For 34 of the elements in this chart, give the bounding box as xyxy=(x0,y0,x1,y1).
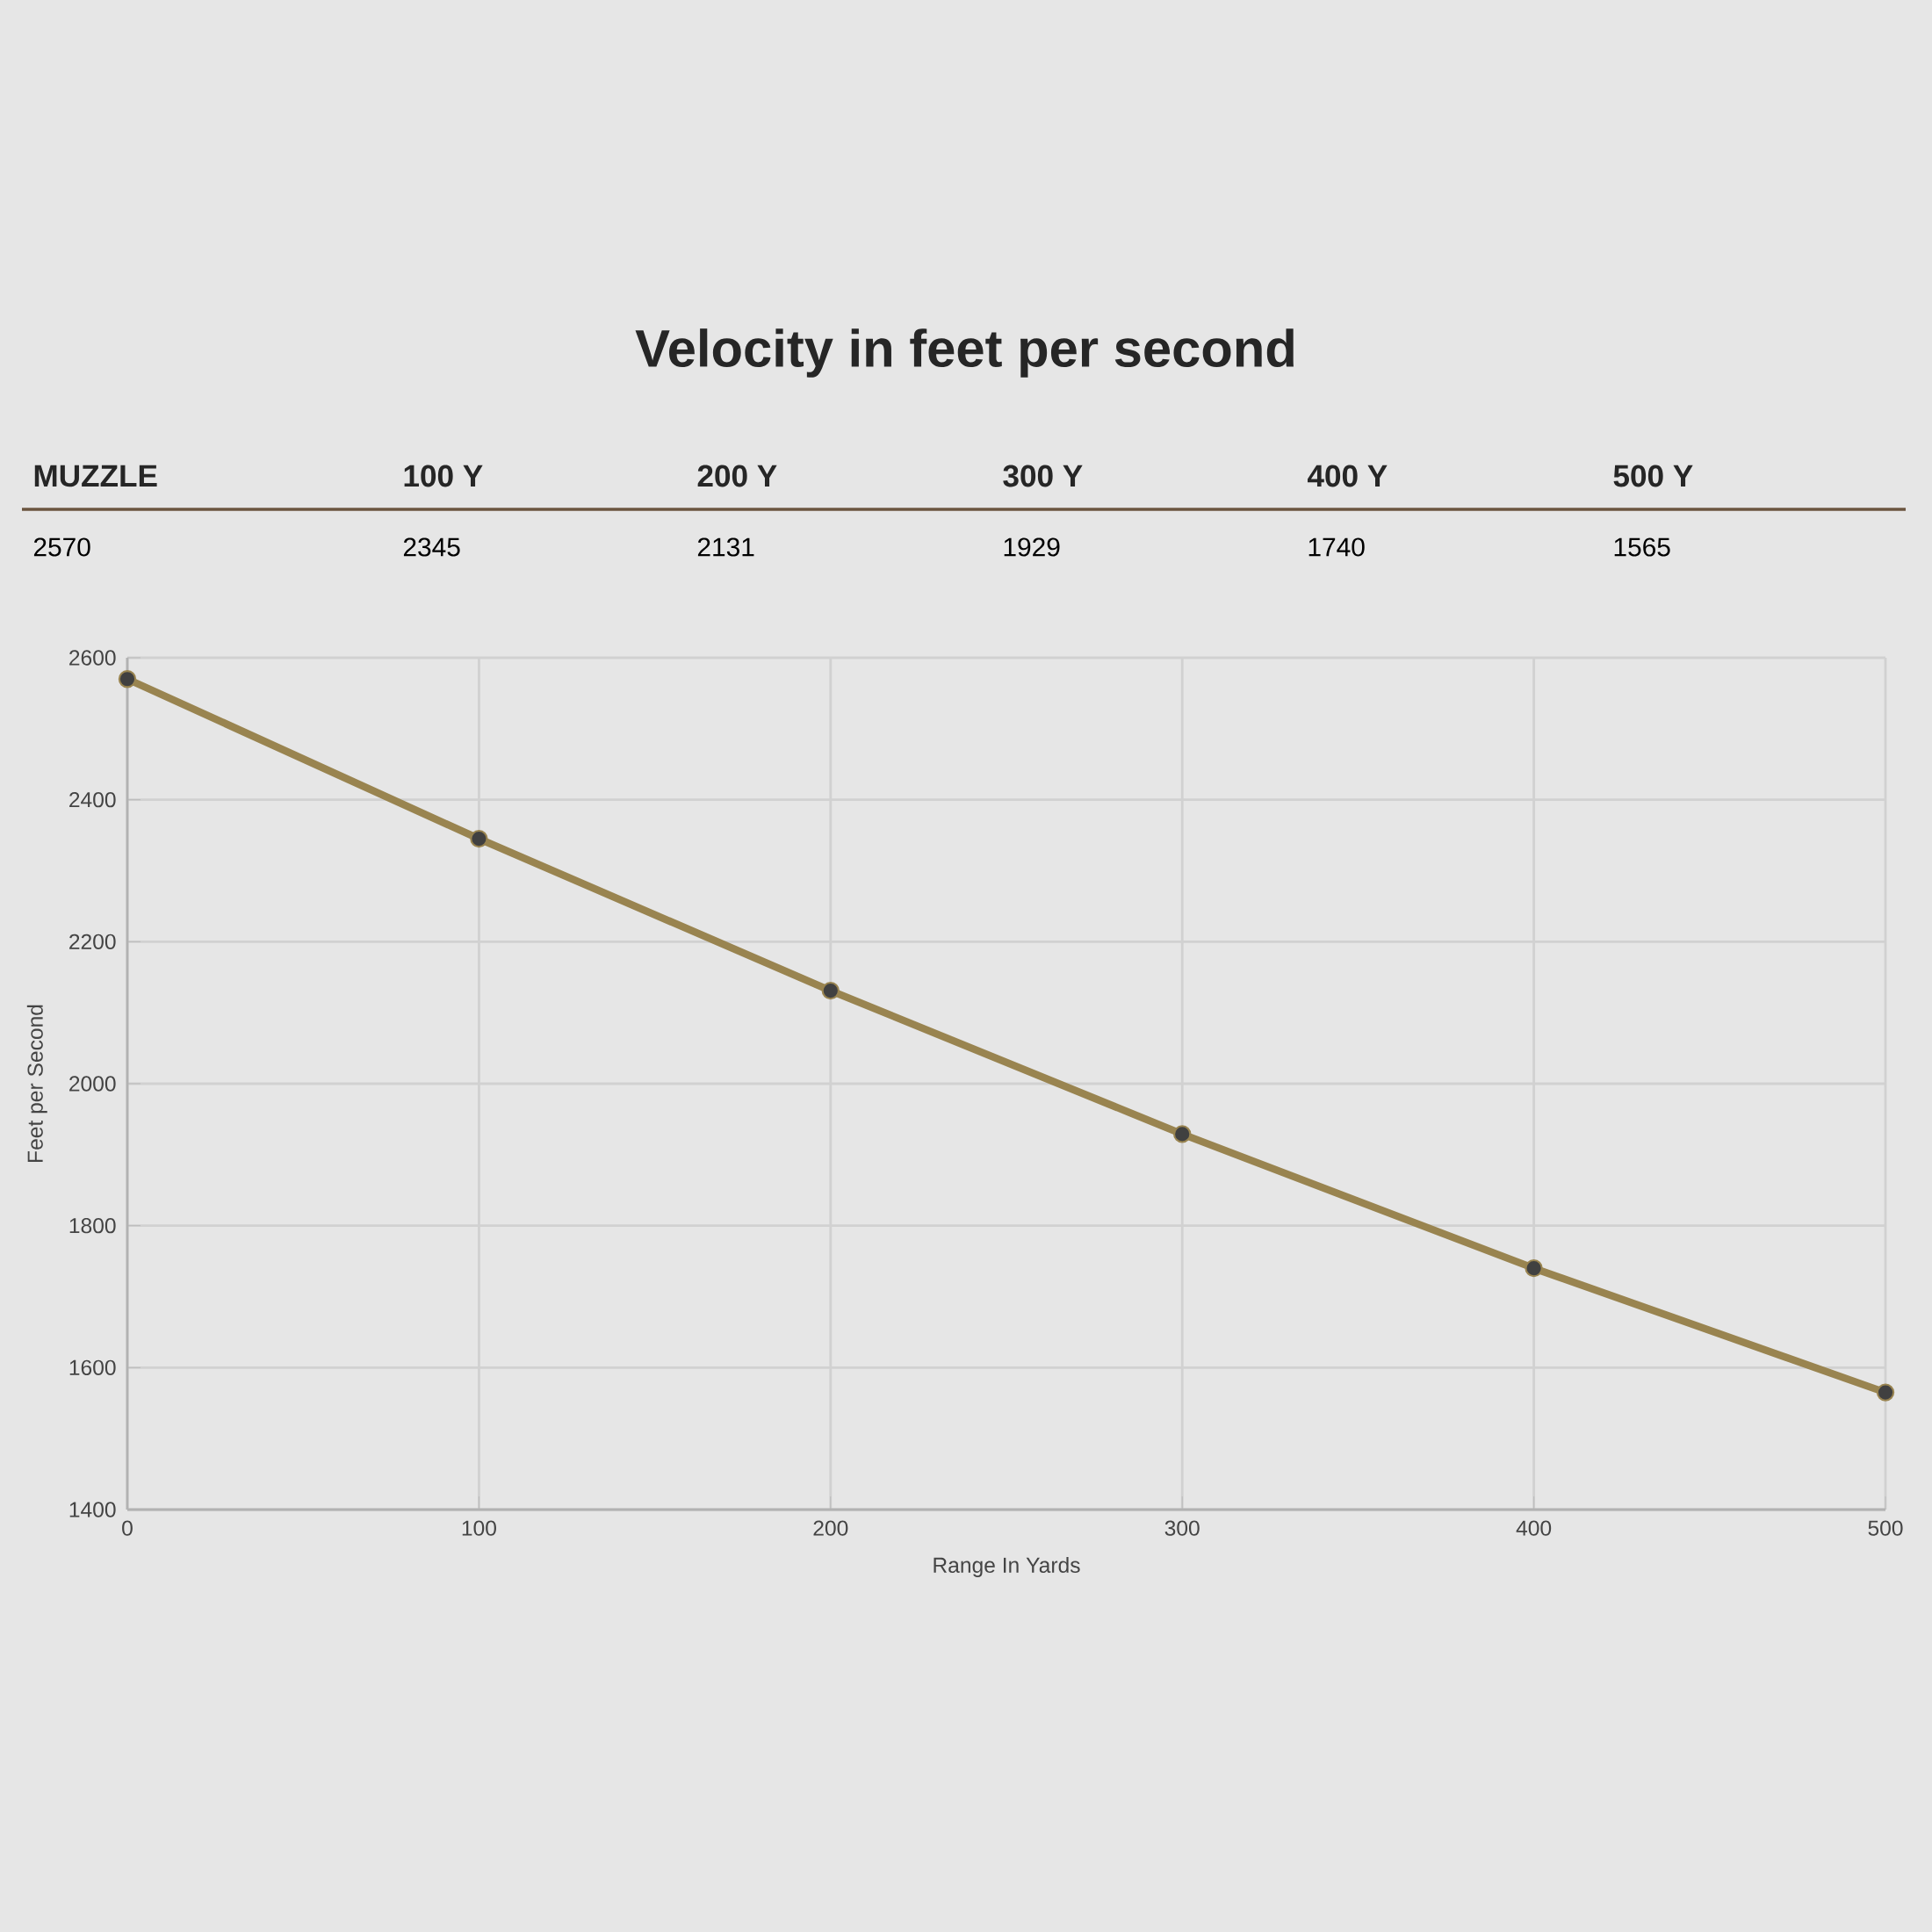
text: 1740 xyxy=(1308,537,1365,557)
x-tick-label: 500 xyxy=(1868,1520,1903,1536)
x-tick-label: 0 xyxy=(122,1520,133,1536)
chart-title: Velocity in feet per second xyxy=(635,328,1294,378)
x-tick-label: 200 xyxy=(813,1520,848,1536)
y-tick-label: 2400 xyxy=(69,791,116,808)
text: MUZZLE xyxy=(34,465,157,487)
y-tick-label: 2000 xyxy=(69,1076,116,1092)
text: 1929 xyxy=(1004,537,1060,557)
text: 2345 xyxy=(403,537,460,557)
x-tick-label: 100 xyxy=(462,1520,496,1536)
point xyxy=(1173,1125,1192,1143)
x-tick-label: 300 xyxy=(1164,1520,1200,1536)
point xyxy=(470,829,488,848)
text: 300 Y xyxy=(1003,465,1083,487)
y-tick-label: 2600 xyxy=(69,650,116,666)
y-tick-label: 1800 xyxy=(69,1217,116,1234)
text: 100 Y xyxy=(404,465,483,487)
text: 400 Y xyxy=(1307,465,1388,487)
point xyxy=(821,981,840,1000)
text: 2131 xyxy=(697,537,754,557)
y-axis-title: Feet per Second xyxy=(26,1005,47,1162)
y-tick-label: 1600 xyxy=(69,1359,116,1376)
text: 1565 xyxy=(1614,537,1670,557)
y-tick-label: 2200 xyxy=(69,934,116,950)
point xyxy=(1525,1258,1543,1278)
x-axis-title: Range In Yards xyxy=(934,1556,1080,1577)
text: 2570 xyxy=(33,537,90,557)
text: 200 Y xyxy=(697,465,777,487)
x-tick-label: 400 xyxy=(1516,1520,1552,1536)
y-tick-label: 1400 xyxy=(69,1502,116,1517)
text: 500 Y xyxy=(1613,465,1693,487)
point xyxy=(118,670,137,688)
point xyxy=(1876,1383,1895,1402)
